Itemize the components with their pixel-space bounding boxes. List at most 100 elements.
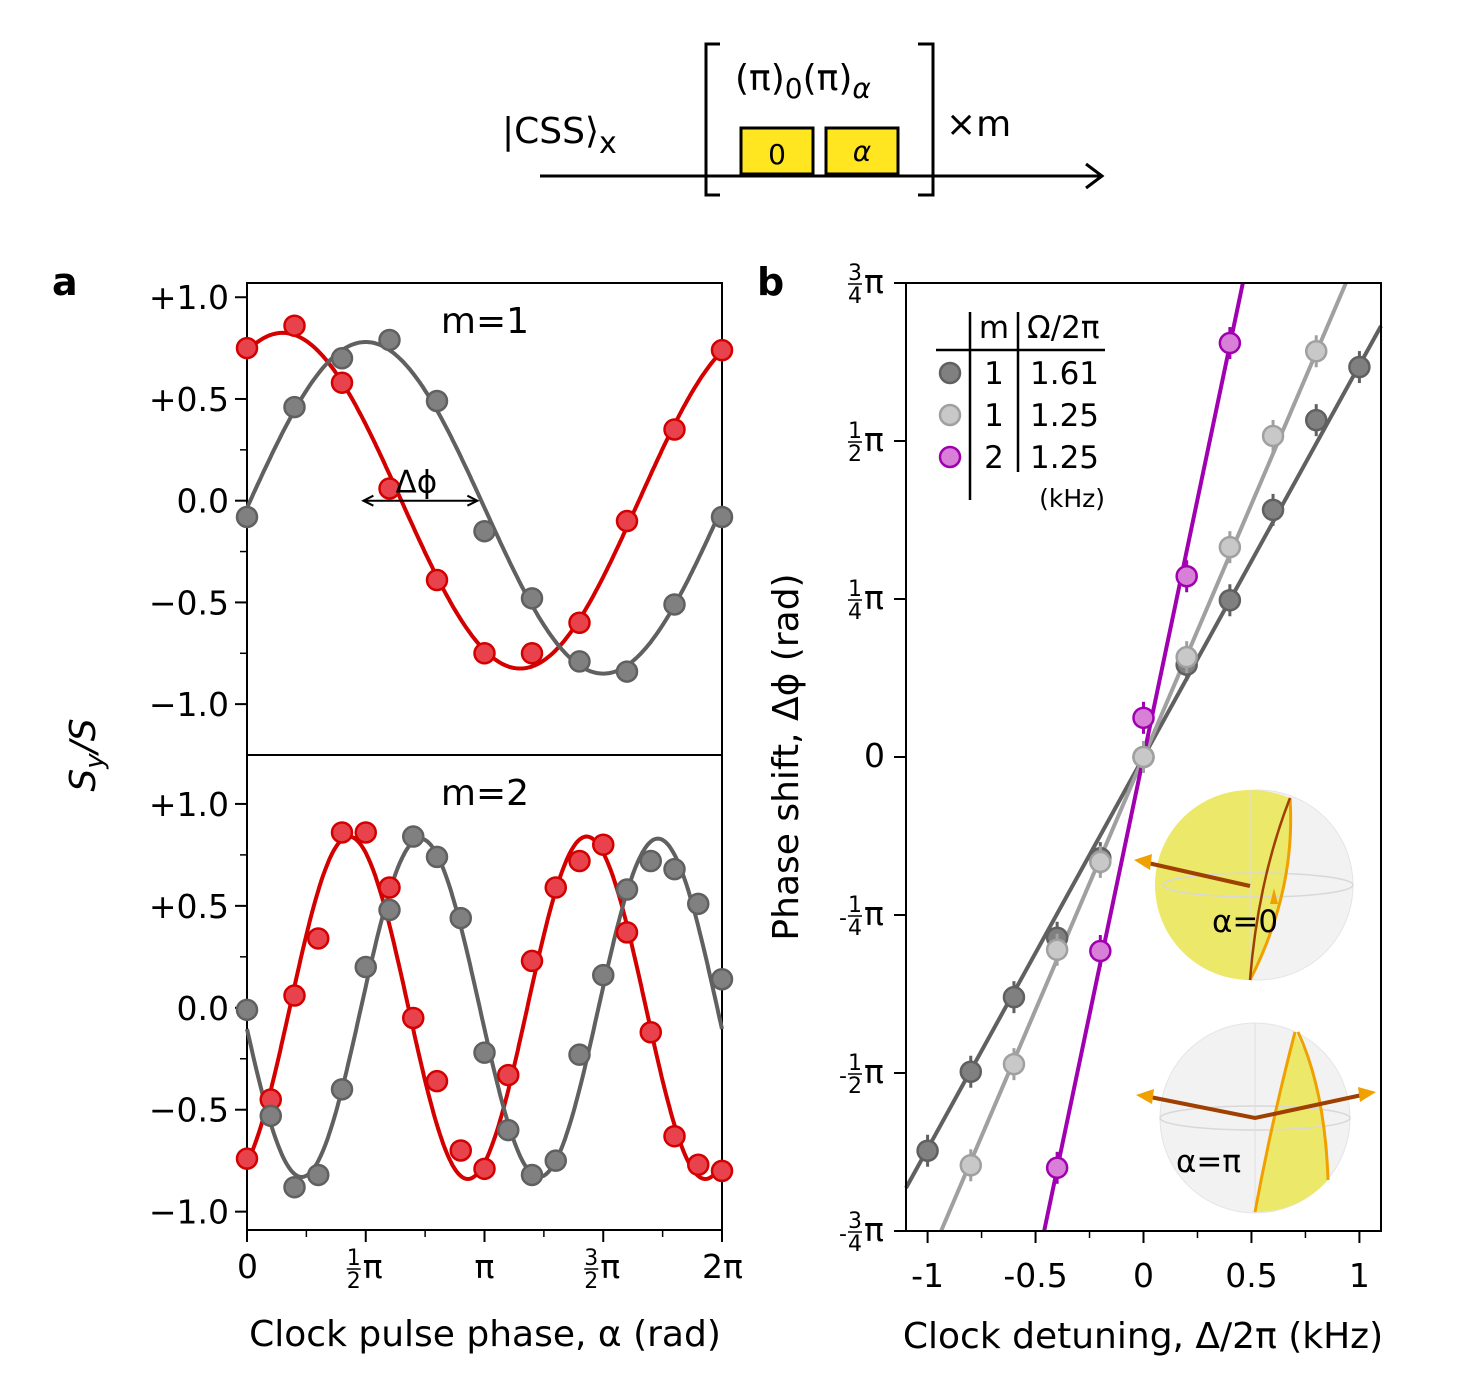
y-tick-label: 0.0	[177, 482, 229, 521]
data-point	[259, 1104, 282, 1128]
legend-omega-value: 1.61	[1030, 356, 1099, 392]
y-label-sub: y	[80, 753, 110, 770]
x-tick-label: 0.5	[1225, 1256, 1277, 1295]
data-point	[235, 336, 259, 360]
tick-label-denominator: 2	[848, 442, 862, 467]
delta-phi-label: Δϕ	[396, 465, 438, 501]
data-point	[378, 876, 401, 899]
bloch-sphere-alpha-pi: α=π	[1136, 1022, 1376, 1214]
tick-label-denominator: 2	[848, 1074, 862, 1099]
data-point	[1175, 645, 1198, 669]
data-point	[520, 587, 544, 610]
pulse-alpha-label: α	[853, 135, 872, 168]
data-point	[568, 1043, 591, 1066]
subplot-m1: +1.0 +0.5 0.0 −0.5 −1.0 m=1 Δϕ	[149, 278, 734, 756]
data-point	[473, 642, 496, 665]
y-axis-label: Phase shift, Δϕ (rad)	[766, 573, 807, 940]
panel-label-b: b	[757, 260, 784, 304]
legend-omega-value: 1.25	[1030, 398, 1099, 434]
y-label-rest: /S	[63, 718, 104, 756]
data-point	[615, 660, 639, 683]
tick-label-numerator: 1	[848, 1051, 862, 1076]
data-point	[283, 984, 306, 1007]
tick-label-numerator: 1	[848, 419, 862, 444]
tick-label-text: π	[864, 578, 884, 617]
sphere-yellow-region	[1155, 790, 1291, 980]
legend-m-value: 1	[984, 398, 1004, 434]
tick-label-text: π	[864, 1210, 884, 1249]
arrow-head-icon	[1134, 854, 1152, 870]
left-bracket	[704, 42, 720, 197]
data-point	[1132, 706, 1155, 730]
data-point	[235, 1147, 259, 1170]
tick-label-text: 0	[864, 736, 885, 775]
tick-label-numerator: 1	[848, 893, 862, 918]
pulse-title-b-sub: α	[852, 72, 871, 105]
tick-label-denominator: 4	[848, 600, 862, 625]
tick-label-text: π	[864, 420, 884, 459]
data-point	[639, 849, 662, 873]
data-point	[235, 998, 259, 1022]
fit-curve	[245, 834, 724, 1182]
legend-unit: (kHz)	[1039, 484, 1105, 513]
right-bracket	[918, 42, 935, 197]
subplot-title: m=1	[441, 301, 529, 342]
data-point	[1132, 745, 1155, 769]
arrow-head-icon	[466, 494, 480, 507]
x-axis-label: Clock detuning, Δ/2π (kHz)	[903, 1316, 1383, 1357]
data-point	[663, 857, 686, 881]
y-tick-label: +1.0	[149, 785, 229, 824]
tick-label-denominator: 2	[347, 1269, 361, 1294]
data-point	[330, 371, 354, 394]
data-point	[568, 611, 591, 635]
panel-label-a: a	[52, 260, 78, 304]
y-label-main: S	[63, 769, 104, 792]
data-point	[916, 1139, 939, 1162]
data-point	[615, 878, 639, 901]
data-point	[544, 876, 567, 899]
data-point	[378, 328, 401, 352]
data-point	[449, 1139, 472, 1162]
tick-label-text: π	[600, 1247, 620, 1286]
data-point	[473, 519, 496, 543]
pulse-0-box	[739, 126, 815, 176]
fit-curve	[245, 836, 724, 1180]
trajectory-left	[1253, 1031, 1297, 1213]
data-point	[1304, 340, 1328, 363]
data-point	[710, 1159, 734, 1183]
data-point	[959, 1154, 983, 1177]
y-tick-label: 0.0	[177, 989, 229, 1028]
data-point	[1089, 850, 1112, 874]
css-state-label: |CSS⟩x	[502, 111, 617, 161]
data-point	[544, 1149, 567, 1172]
data-point	[473, 1041, 496, 1064]
sphere-yellow-region	[1255, 1032, 1328, 1213]
x-tick-label: 0	[1133, 1256, 1154, 1295]
legend-marker	[938, 361, 962, 385]
tick-label-text: π	[864, 894, 884, 933]
y-axis-label: Sy/S	[63, 718, 110, 791]
data-point	[710, 967, 734, 991]
data-point	[330, 1078, 354, 1101]
data-point	[283, 1175, 306, 1199]
data-point	[354, 955, 377, 979]
data-point	[449, 906, 472, 930]
y-tick-label: −1.0	[149, 1193, 229, 1232]
data-point	[497, 1118, 520, 1142]
data-point	[687, 1153, 710, 1177]
spin-vectors	[1149, 1093, 1363, 1121]
tick-label-numerator: 1	[347, 1246, 361, 1271]
tick-label-text: π	[475, 1247, 495, 1286]
tick-label-denominator: 4	[848, 916, 862, 941]
data-point	[283, 395, 306, 419]
x-tick-label: 1	[1349, 1256, 1370, 1295]
arrow-head-icon	[1358, 1087, 1376, 1102]
tick-label-denominator: 2	[584, 1269, 598, 1294]
data-point	[663, 418, 686, 441]
data-point	[425, 389, 449, 413]
tick-label-sign: -	[839, 906, 847, 931]
data-point	[687, 892, 710, 916]
data-point	[592, 833, 615, 856]
y-tick-label: −1.0	[149, 685, 229, 724]
